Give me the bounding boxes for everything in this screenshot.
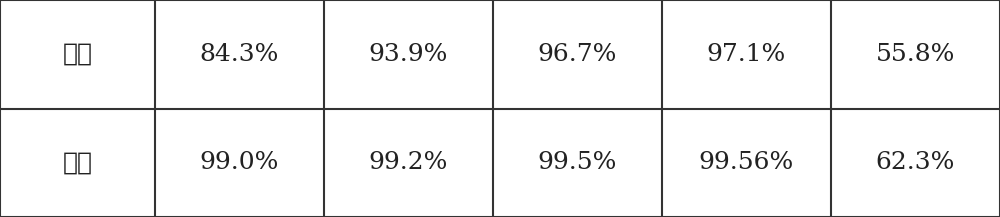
Text: 93.9%: 93.9% [369, 43, 448, 66]
Text: 99.0%: 99.0% [200, 151, 279, 174]
Text: 得率: 得率 [62, 43, 92, 66]
Text: 99.56%: 99.56% [699, 151, 794, 174]
Text: 62.3%: 62.3% [876, 151, 955, 174]
Text: 纯度: 纯度 [62, 151, 92, 174]
Text: 84.3%: 84.3% [200, 43, 279, 66]
Text: 99.5%: 99.5% [538, 151, 617, 174]
Text: 99.2%: 99.2% [369, 151, 448, 174]
Text: 55.8%: 55.8% [876, 43, 955, 66]
Text: 96.7%: 96.7% [538, 43, 617, 66]
Text: 97.1%: 97.1% [707, 43, 786, 66]
